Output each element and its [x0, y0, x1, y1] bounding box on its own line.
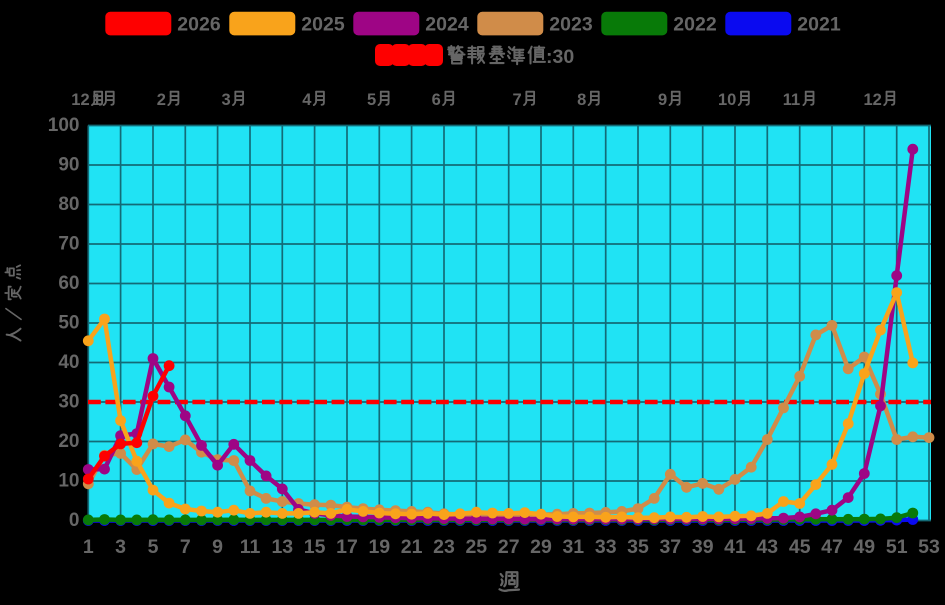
- svg-text:7: 7: [180, 536, 191, 558]
- svg-text:1: 1: [92, 91, 101, 109]
- svg-text:15: 15: [304, 536, 326, 558]
- svg-text:2021: 2021: [797, 14, 841, 36]
- svg-text:2023: 2023: [549, 14, 593, 36]
- svg-text:5: 5: [148, 536, 159, 558]
- svg-text:2022: 2022: [673, 14, 717, 36]
- svg-text:13: 13: [271, 536, 293, 558]
- svg-text:2025: 2025: [301, 14, 345, 36]
- svg-text:41: 41: [724, 536, 746, 558]
- svg-text:60: 60: [58, 273, 79, 294]
- svg-text:49: 49: [853, 536, 875, 558]
- svg-text:11: 11: [783, 91, 800, 109]
- svg-text:23: 23: [433, 536, 455, 558]
- svg-text:100: 100: [48, 115, 80, 136]
- svg-text:90: 90: [58, 155, 79, 176]
- svg-text:47: 47: [821, 536, 843, 558]
- svg-text:2024: 2024: [425, 14, 469, 36]
- svg-text:2026: 2026: [177, 14, 221, 36]
- svg-text:0: 0: [69, 510, 80, 531]
- svg-text:10: 10: [718, 91, 736, 109]
- svg-text:12: 12: [864, 91, 882, 109]
- svg-text:45: 45: [789, 536, 811, 558]
- svg-text:19: 19: [368, 536, 390, 558]
- svg-text:43: 43: [756, 536, 778, 558]
- svg-text:35: 35: [627, 536, 649, 558]
- svg-text:31: 31: [562, 536, 584, 558]
- svg-text:4: 4: [302, 91, 312, 109]
- svg-text:33: 33: [595, 536, 617, 558]
- svg-text:10: 10: [58, 471, 79, 492]
- svg-text:50: 50: [58, 313, 79, 334]
- svg-text:27: 27: [498, 536, 520, 558]
- svg-text:2: 2: [157, 91, 166, 109]
- svg-text:3: 3: [222, 91, 231, 109]
- svg-text:12: 12: [71, 91, 89, 109]
- svg-text:6: 6: [432, 91, 441, 109]
- svg-text:30: 30: [58, 392, 79, 413]
- svg-text:25: 25: [465, 536, 487, 558]
- svg-text:17: 17: [336, 536, 358, 558]
- svg-text:9: 9: [212, 536, 223, 558]
- svg-text:53: 53: [918, 536, 940, 558]
- svg-text:21: 21: [401, 536, 423, 558]
- svg-text:40: 40: [58, 352, 79, 373]
- svg-text:80: 80: [58, 194, 79, 215]
- svg-text:5: 5: [367, 91, 376, 109]
- svg-text:1: 1: [83, 536, 94, 558]
- svg-text:29: 29: [530, 536, 552, 558]
- svg-text:11: 11: [240, 536, 261, 558]
- svg-text:20: 20: [58, 431, 79, 452]
- svg-text:3: 3: [115, 536, 126, 558]
- svg-text:9: 9: [658, 91, 667, 109]
- svg-text:51: 51: [886, 536, 908, 558]
- svg-text::30: :30: [546, 46, 574, 68]
- svg-text:70: 70: [58, 234, 79, 255]
- svg-text:37: 37: [659, 536, 681, 558]
- svg-text:7: 7: [513, 91, 522, 109]
- svg-text:8: 8: [577, 91, 586, 109]
- svg-text:39: 39: [692, 536, 714, 558]
